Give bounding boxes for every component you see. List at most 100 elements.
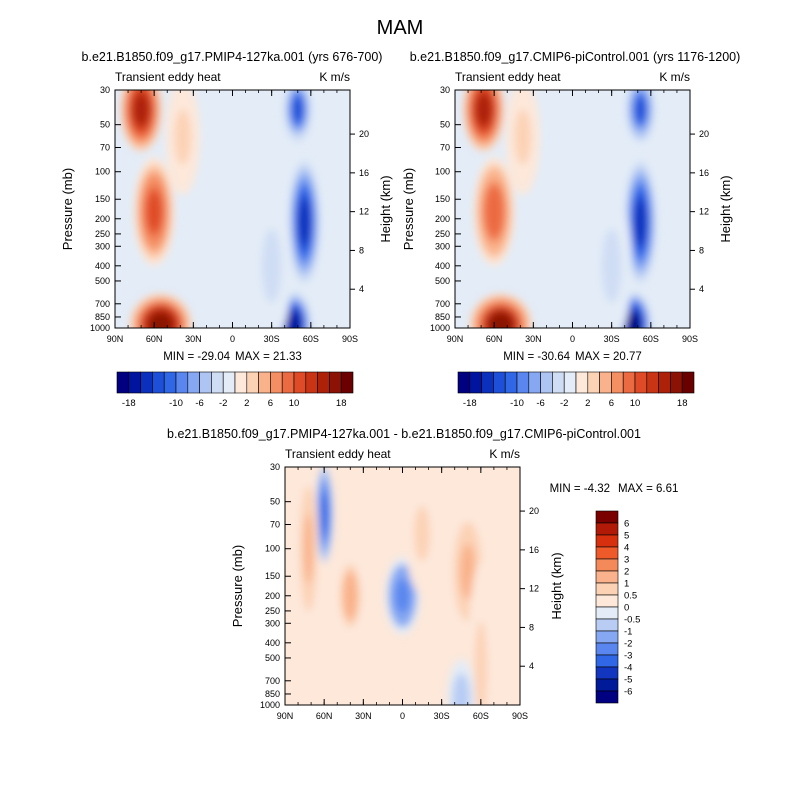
y-tick-label: 200 [435, 214, 450, 224]
x-tick-label: 30S [604, 334, 620, 344]
panel-1-left-label: Transient eddy heat [115, 70, 221, 84]
panel-diff-axes: 90N 60N 30N 0 30S 60S 90S 30 50 70 100 150 200 250 300… [260, 462, 539, 721]
field-contour-1-6 [486, 191, 502, 232]
y-tick-label: 50 [270, 497, 280, 507]
field-contour-6-6 [627, 312, 641, 328]
colorbar-swatch [163, 371, 177, 394]
colorbar-swatch [595, 546, 619, 560]
colorbar-swatch [563, 371, 577, 394]
colorbar-swatch [595, 630, 619, 644]
field-features [298, 467, 495, 705]
colorbar-label: 0.5 [624, 591, 637, 602]
colorbar-label: -6 [195, 398, 203, 409]
colorbar-label: -5 [624, 675, 632, 686]
panel-2-left-label: Transient eddy heat [455, 70, 561, 84]
colorbar-swatch [329, 371, 342, 394]
colorbar-swatch [187, 371, 200, 394]
panel-diff: b.e21.B1850.f09_g17.PMIP4-127ka.001 - b.… [167, 427, 678, 721]
y-tick-label: 700 [265, 676, 280, 686]
colorbar-swatch [595, 522, 619, 536]
colorbar-swatch [469, 371, 482, 394]
height-tick-label: 16 [699, 168, 709, 178]
y-tick-label: 150 [265, 571, 280, 581]
panel-1-title: b.e21.B1850.f09_g17.PMIP4-127ka.001 (yrs… [82, 50, 383, 64]
x-tick-label: 0 [230, 334, 235, 344]
colorbar-label: -2 [624, 639, 632, 650]
colorbar-swatch [516, 371, 530, 394]
y-tick-label: 70 [270, 520, 280, 530]
field-contour-2-6 [489, 313, 513, 328]
colorbar-label: -18 [122, 398, 136, 409]
y-tick-label: 500 [435, 276, 450, 286]
y-tick-label: 250 [95, 229, 110, 239]
colorbar-swatch [175, 371, 189, 394]
x-tick-label: 0 [400, 711, 405, 721]
y-tick-label: 100 [95, 167, 110, 177]
panel-2-right-label: K m/s [659, 70, 690, 84]
height-tick-label: 12 [359, 207, 369, 217]
colorbar-label: 10 [630, 398, 641, 409]
x-tick-label: 60S [643, 334, 659, 344]
colorbar-swatch [681, 371, 695, 394]
colorbar-swatch [199, 371, 212, 394]
colorbar-label: -2 [219, 398, 227, 409]
field-contour-5-6 [635, 97, 646, 122]
colorbar-label: 4 [624, 543, 629, 554]
panel-diff-ylabel-right: Height (km) [549, 552, 564, 619]
field-contour-5-6 [292, 97, 303, 122]
x-tick-label: 30N [355, 711, 372, 721]
panel-diff-title: b.e21.B1850.f09_g17.PMIP4-127ka.001 - b.… [167, 427, 641, 441]
colorbar-label: 2 [585, 398, 590, 409]
height-tick-label: 4 [699, 284, 704, 294]
field-contour-0-6 [133, 93, 149, 126]
colorbar-swatch [270, 371, 283, 394]
y-tick-label: 700 [435, 299, 450, 309]
height-tick-label: 20 [359, 129, 369, 139]
y-tick-label: 1000 [90, 323, 110, 333]
colorbar-swatch [305, 371, 318, 394]
y-tick-label: 400 [95, 261, 110, 271]
colorbar-label: -3 [624, 651, 632, 662]
field-contour-4-3 [414, 506, 430, 562]
colorbar-label: -10 [510, 398, 524, 409]
panel-1-plot [115, 90, 350, 328]
colorbar-label: 10 [289, 398, 300, 409]
x-tick-label: 60S [303, 334, 319, 344]
colorbar-swatch [481, 371, 494, 394]
colorbar-label: -6 [624, 687, 632, 698]
colorbar-label: 6 [268, 398, 273, 409]
height-tick-label: 16 [529, 545, 539, 555]
colorbar-swatch [658, 371, 671, 394]
panel-1-ylabel: Pressure (mb) [60, 168, 75, 250]
panel-2-max: MAX = 20.77 [575, 351, 642, 363]
colorbar-swatch [595, 690, 619, 704]
colorbar-swatch [611, 371, 624, 394]
colorbar-swatch [234, 371, 248, 394]
colorbar-swatch [211, 371, 224, 394]
y-tick-label: 150 [435, 194, 450, 204]
y-tick-label: 400 [265, 638, 280, 648]
height-tick-label: 16 [359, 168, 369, 178]
colorbar-label: -0.5 [624, 615, 640, 626]
colorbar-label: 18 [677, 398, 688, 409]
y-tick-label: 30 [100, 85, 110, 95]
colorbar-swatch [599, 371, 612, 394]
x-tick-label: 30N [525, 334, 542, 344]
y-tick-label: 700 [95, 299, 110, 309]
colorbar-swatch [595, 654, 619, 668]
field-contour-1-6 [146, 191, 162, 232]
x-tick-label: 90N [277, 711, 294, 721]
colorbar-swatch [646, 371, 659, 394]
y-tick-label: 500 [265, 653, 280, 663]
colorbar-swatch [595, 606, 619, 620]
x-tick-label: 30N [185, 334, 202, 344]
height-tick-label: 12 [529, 584, 539, 594]
panel-diff-ylabel: Pressure (mb) [230, 545, 245, 627]
field-contour-0-3 [320, 492, 329, 536]
panel-2-plot [455, 90, 690, 328]
colorbar-label: 1 [624, 579, 629, 590]
colorbar-swatch [258, 371, 271, 394]
colorbar-left: -18 -10 -6 -2 2 6 10 18 [116, 371, 354, 409]
